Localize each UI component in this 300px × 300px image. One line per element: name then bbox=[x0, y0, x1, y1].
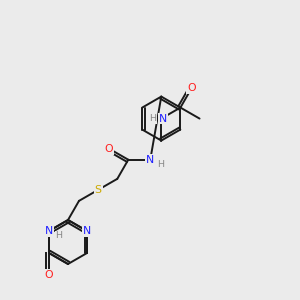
Text: N: N bbox=[159, 114, 167, 124]
Text: N: N bbox=[83, 226, 91, 236]
Text: O: O bbox=[187, 83, 196, 93]
Text: H: H bbox=[157, 160, 164, 169]
Text: H: H bbox=[56, 232, 62, 241]
Text: H: H bbox=[149, 114, 156, 123]
Text: N: N bbox=[45, 226, 53, 236]
Text: N: N bbox=[146, 155, 154, 165]
Text: O: O bbox=[105, 144, 113, 154]
Text: O: O bbox=[45, 270, 53, 280]
Text: S: S bbox=[94, 185, 102, 195]
